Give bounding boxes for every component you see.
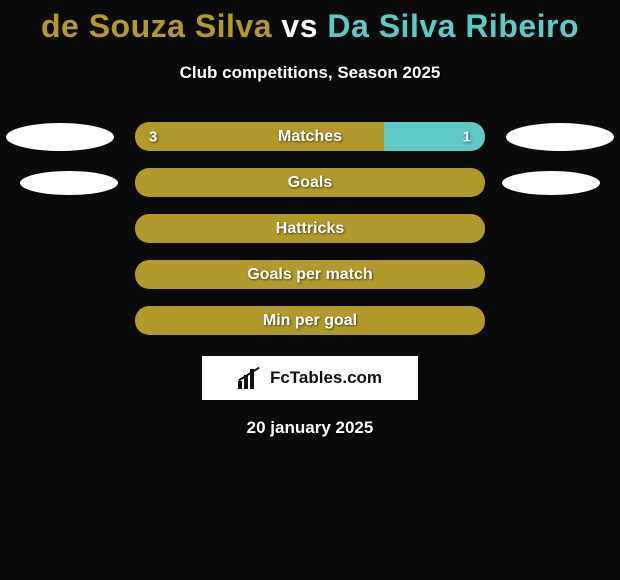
- stat-row: Matches31: [0, 121, 620, 152]
- stat-rows: Matches31 Goals Hattricks Goals per match Mi…: [0, 121, 620, 336]
- stat-bar-left: [135, 168, 485, 197]
- stat-row: Goals: [0, 167, 620, 198]
- stat-bar-left: [135, 306, 485, 335]
- comparison-title: de Souza Silva vs Da Silva Ribeiro: [0, 0, 620, 45]
- player2-name: Da Silva Ribeiro: [327, 8, 579, 44]
- stat-bar-left: [135, 122, 384, 151]
- vs-text: vs: [281, 8, 318, 44]
- player-logo-left: [20, 171, 118, 195]
- stat-row: Hattricks: [0, 213, 620, 244]
- stat-bar: Matches31: [134, 121, 486, 152]
- stat-bar: Min per goal: [134, 305, 486, 336]
- credit-text: FcTables.com: [270, 368, 382, 388]
- player-logo-right: [506, 123, 614, 151]
- player1-name: de Souza Silva: [41, 8, 272, 44]
- credit-box: FcTables.com: [202, 356, 418, 400]
- stat-row: Goals per match: [0, 259, 620, 290]
- player-logo-right: [502, 171, 600, 195]
- player-logo-left: [6, 123, 114, 151]
- stat-bar: Hattricks: [134, 213, 486, 244]
- chart-icon: [238, 367, 264, 389]
- stat-row: Min per goal: [0, 305, 620, 336]
- stat-bar: Goals: [134, 167, 486, 198]
- stat-bar-right: [384, 122, 486, 151]
- subtitle: Club competitions, Season 2025: [0, 63, 620, 83]
- stat-bar-left: [135, 214, 485, 243]
- stat-bar: Goals per match: [134, 259, 486, 290]
- stat-bar-left: [135, 260, 485, 289]
- date-line: 20 january 2025: [0, 418, 620, 438]
